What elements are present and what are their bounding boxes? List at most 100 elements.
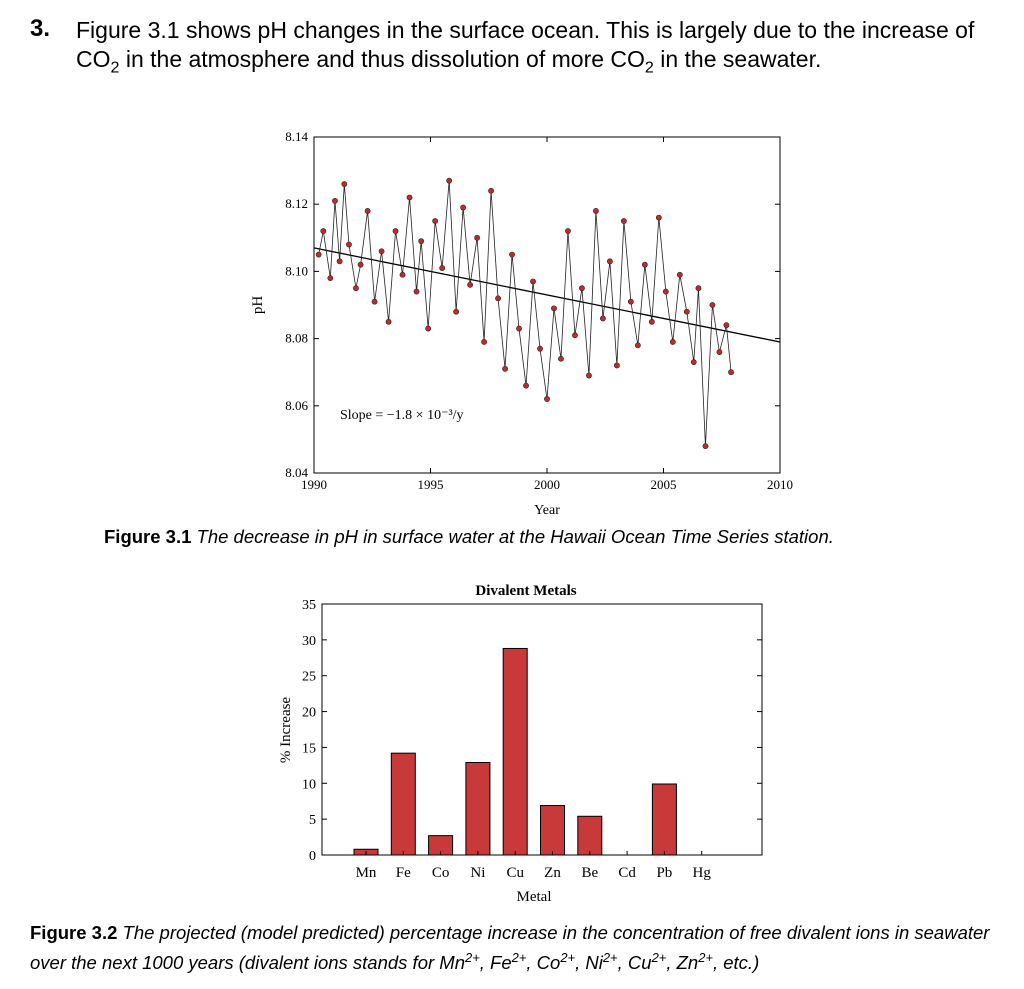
ph-data-point — [341, 181, 348, 187]
ph-data-point — [702, 443, 709, 450]
ph-data-point — [488, 187, 494, 194]
ph-data-point — [593, 208, 599, 214]
ph-data-point — [648, 318, 655, 325]
bar-x-tick-label: Ni — [470, 865, 485, 881]
bar-y-tick-label: 25 — [302, 670, 316, 685]
ph-data-point — [716, 349, 723, 355]
ph-data-point — [315, 251, 322, 258]
bar-series-group — [353, 647, 677, 856]
ph-data-point — [723, 322, 730, 329]
ph-x-axis-label: Year — [534, 503, 560, 518]
figure-3-2-caption-text: The projected (model predicted) percenta… — [30, 922, 990, 974]
ph-data-point — [565, 228, 571, 234]
ph-y-tick-label: 8.12 — [285, 196, 308, 211]
ph-data-point — [495, 295, 501, 302]
ph-data-point — [332, 197, 338, 204]
ph-x-tick-label: 2000 — [534, 477, 560, 492]
bar-co — [428, 835, 454, 856]
ph-x-tick-label: 1990 — [301, 477, 327, 492]
ph-y-axis: 8.04 8.06 8.08 8.10 8.12 8.14 — [285, 129, 780, 480]
ph-x-tick-label: 2005 — [651, 477, 677, 492]
bar-y-axis-label: % Increase — [278, 697, 294, 764]
ph-data-point — [662, 288, 669, 295]
bar-y-axis: 0 5 10 15 20 25 30 35 — [302, 598, 762, 864]
bar-x-axis: Mn Fe Co Ni Cu Zn Be Cd Pb Hg — [356, 851, 712, 881]
bar-y-tick-label: 15 — [302, 741, 316, 756]
ph-data-point — [371, 298, 378, 305]
bar-x-axis-label: Metal — [517, 889, 552, 905]
ph-data-point — [474, 234, 480, 241]
bar-chart-title: Divalent Metals — [475, 583, 576, 599]
bar-plot-frame — [321, 603, 763, 856]
ph-series-group — [315, 177, 734, 450]
ph-data-point — [728, 369, 734, 376]
ph-data-point — [320, 228, 327, 234]
ph-x-axis: 1990 1995 2000 2005 2010 — [301, 137, 793, 492]
bar-x-tick-label: Fe — [396, 865, 411, 881]
ph-data-point — [690, 359, 697, 366]
ph-data-point — [558, 355, 564, 362]
bar-fe — [390, 752, 416, 856]
ph-data-point — [467, 281, 474, 288]
ph-y-tick-label: 8.08 — [285, 331, 308, 346]
ph-data-point — [364, 208, 371, 214]
ph-data-point — [481, 339, 487, 345]
ph-data-point — [509, 251, 515, 258]
ph-plot-frame — [313, 136, 781, 474]
ph-data-point — [399, 271, 406, 278]
ph-data-point — [425, 325, 432, 332]
ph-data-point — [537, 345, 543, 352]
ph-y-tick-label: 8.10 — [285, 263, 308, 278]
ph-slope-annotation: Slope = −1.8 × 10⁻³/y — [340, 408, 464, 423]
ph-data-point — [572, 332, 578, 339]
ph-data-point — [695, 285, 702, 292]
ph-data-point — [551, 305, 557, 312]
ph-data-point — [460, 204, 467, 211]
ph-data-point — [446, 177, 453, 184]
bar-zn — [540, 805, 565, 856]
question-number: 3. — [30, 15, 51, 42]
ph-data-point — [392, 228, 399, 234]
ph-data-point — [709, 302, 716, 308]
ph-data-point — [432, 218, 439, 224]
figure-3-1-caption-text: The decrease in pH in surface water at t… — [196, 526, 834, 547]
ph-data-point — [385, 318, 392, 325]
bar-x-tick-label: Co — [432, 865, 450, 881]
bar-y-tick-label: 10 — [302, 777, 316, 792]
figure-3-2-caption: Figure 3.2 The projected (model predicte… — [30, 920, 1015, 975]
bar-y-tick-label: 35 — [302, 598, 316, 613]
ph-data-point — [620, 218, 627, 224]
bar-y-tick-label: 20 — [302, 706, 316, 721]
figure-3-2-caption-label: Figure 3.2 — [30, 922, 118, 943]
figure-3-1-caption: Figure 3.1 The decrease in pH in surface… — [104, 524, 984, 549]
ph-data-point — [544, 396, 550, 402]
ph-data-point — [607, 258, 613, 265]
bar-ni — [465, 761, 491, 856]
ph-data-point — [530, 278, 536, 285]
ph-data-point — [600, 315, 606, 322]
bar-x-tick-label: Hg — [693, 865, 712, 881]
ph-data-point — [634, 342, 641, 349]
ph-data-point — [418, 238, 425, 245]
ph-data-point — [336, 258, 343, 265]
bar-be — [577, 815, 603, 856]
ph-series-line — [318, 180, 732, 447]
figure-3-1-caption-label: Figure 3.1 — [104, 526, 192, 547]
ph-data-point — [669, 339, 676, 345]
ph-data-point — [627, 298, 634, 305]
ph-trendline — [313, 247, 781, 343]
bar-y-tick-label: 0 — [309, 849, 316, 864]
ph-data-point — [683, 308, 690, 315]
bar-x-tick-label: Be — [581, 865, 598, 881]
bar-x-tick-label: Zn — [544, 865, 561, 881]
ph-x-tick-label: 1995 — [418, 477, 444, 492]
ph-data-point — [357, 261, 364, 268]
ph-y-tick-label: 8.14 — [285, 129, 308, 144]
bar-x-tick-label: Cu — [506, 865, 524, 881]
bar-y-tick-label: 5 — [309, 813, 316, 828]
bar-mn — [353, 848, 379, 856]
ph-y-tick-label: 8.04 — [285, 465, 308, 480]
ph-data-point — [439, 265, 446, 271]
